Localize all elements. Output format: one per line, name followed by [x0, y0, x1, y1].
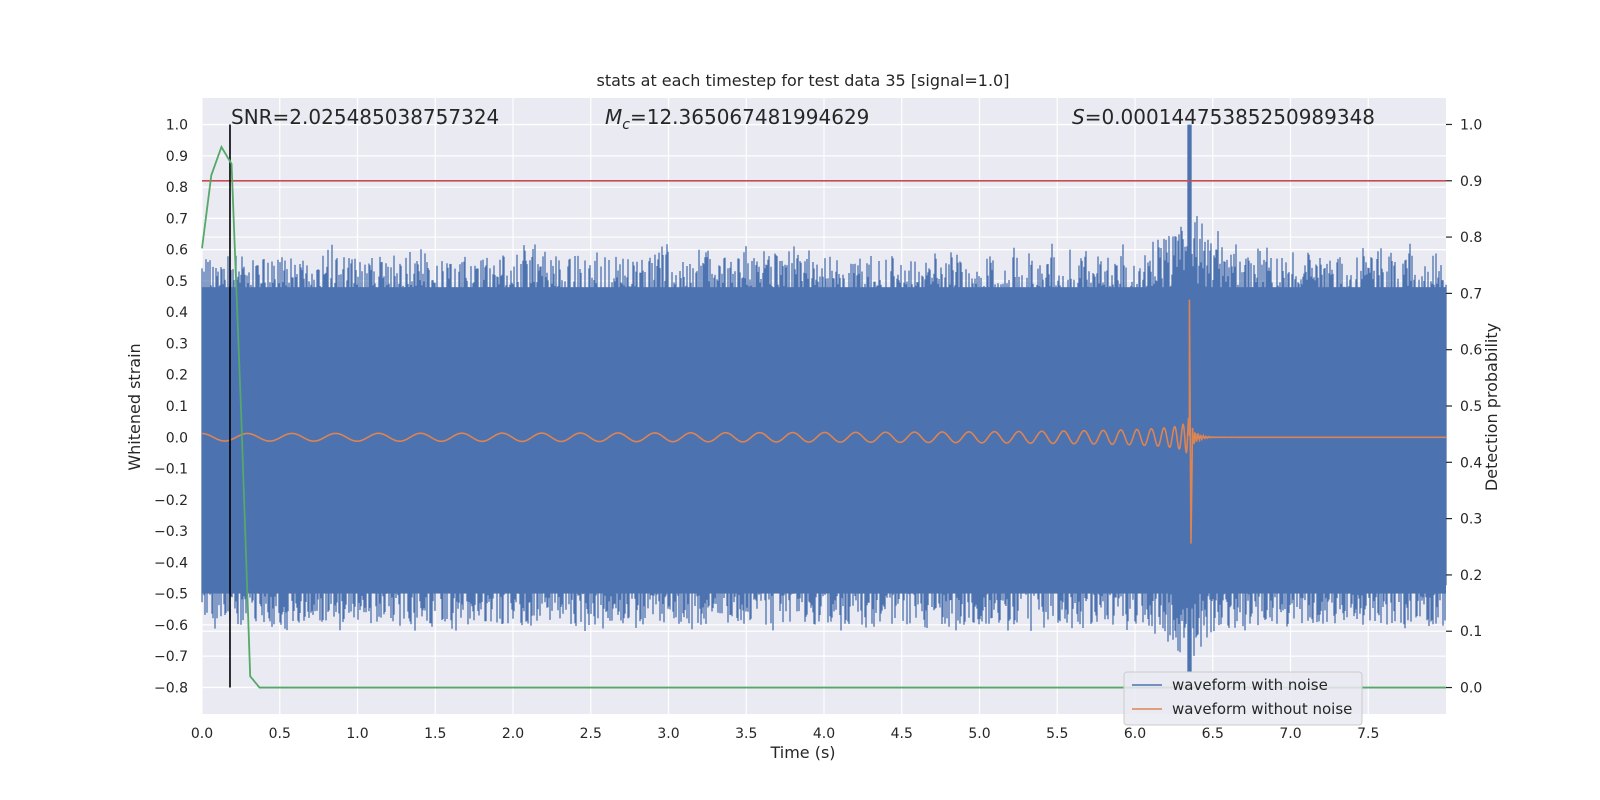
x-tick-label: 0.5 [269, 726, 291, 742]
snr-annotation: SNR=2.025485038757324 [231, 105, 499, 129]
y-left-tick-label: −0.8 [154, 680, 188, 696]
legend-box [1123, 671, 1363, 726]
y-right-axis-ticks: 1.0 0.9 0.8 0.7 0.6 0.5 0.4 0.3 0.2 0.1 0.0 [1446, 117, 1482, 697]
y-left-axis-label: Whitened strain [125, 343, 144, 470]
mc-symbol: M [605, 105, 622, 129]
x-tick-label: 5.0 [968, 726, 990, 742]
y-left-tick-label: −0.3 [154, 524, 188, 540]
y-right-tick-label: 0.5 [1460, 399, 1482, 415]
y-right-tick-label: 0.6 [1460, 343, 1482, 359]
y-left-tick-label: −0.7 [154, 649, 188, 665]
y-right-tick-label: 1.0 [1460, 117, 1482, 133]
x-tick-label: 1.0 [346, 726, 368, 742]
y-right-tick-label: 0.7 [1460, 286, 1482, 302]
s-symbol: S [1072, 105, 1085, 129]
x-axis-ticks: 0.0 0.5 1.0 1.5 2.0 2.5 3.0 3.5 4.0 4.5 5.0 5.5 6.0 6… [191, 726, 1380, 742]
x-tick-label: 7.0 [1279, 726, 1301, 742]
y-left-tick-label: 0.4 [166, 305, 188, 321]
x-tick-label: 4.5 [891, 726, 913, 742]
chart-title: stats at each timestep for test data 35 … [597, 71, 1010, 90]
y-left-tick-label: 0.1 [166, 399, 188, 415]
legend-label-clean: waveform without noise [1172, 700, 1352, 718]
y-left-tick-label: −0.4 [154, 555, 188, 571]
y-right-tick-label: 0.8 [1460, 230, 1482, 246]
y-right-tick-label: 0.1 [1460, 624, 1482, 640]
y-left-tick-label: 0.8 [166, 180, 188, 196]
y-left-tick-label: −0.2 [154, 493, 188, 509]
s-value: =0.00014475385250989348 [1085, 105, 1375, 129]
y-left-tick-label: 0.0 [166, 430, 188, 446]
x-tick-label: 7.5 [1357, 726, 1379, 742]
noise-waveform-core [202, 287, 1446, 594]
y-right-tick-label: 0.4 [1460, 455, 1482, 471]
y-left-tick-label: 0.3 [166, 336, 188, 352]
chirp-mass-annotation: Mc=12.365067481994629 [605, 105, 869, 133]
y-left-tick-label: 0.2 [166, 368, 188, 384]
x-tick-label: 1.5 [424, 726, 446, 742]
y-right-tick-label: 0.3 [1460, 512, 1482, 528]
y-left-tick-label: −0.6 [154, 618, 188, 634]
x-tick-label: 3.0 [657, 726, 679, 742]
x-tick-label: 3.5 [735, 726, 757, 742]
y-right-tick-label: 0.2 [1460, 568, 1482, 584]
series-waveform-without-noise [202, 299, 1446, 544]
y-left-tick-label: 1.0 [166, 118, 188, 134]
y-left-tick-label: 0.7 [166, 211, 188, 227]
s-annotation: S=0.00014475385250989348 [1072, 105, 1375, 129]
probability-line [201, 144, 1446, 689]
x-tick-label: 6.0 [1124, 726, 1146, 742]
x-axis-label: Time (s) [769, 743, 835, 762]
y-left-tick-label: 0.9 [166, 149, 188, 165]
x-tick-label: 2.0 [502, 726, 524, 742]
series-waveform-with-noise [201, 124, 1447, 672]
legend-label-noise: waveform with noise [1172, 676, 1328, 694]
y-left-tick-label: 0.5 [166, 274, 188, 290]
x-tick-label: 4.0 [813, 726, 835, 742]
y-left-tick-label: 0.6 [166, 243, 188, 259]
y-right-tick-label: 0.9 [1460, 174, 1482, 190]
y-left-tick-label: −0.5 [154, 587, 188, 603]
x-tick-label: 0.0 [191, 726, 213, 742]
legend: waveform with noise waveform without noi… [1123, 671, 1363, 726]
y-right-tick-label: 0.0 [1460, 681, 1482, 697]
x-tick-label: 2.5 [580, 726, 602, 742]
mc-subscript: c [622, 117, 630, 133]
y-left-axis-ticks: 1.0 0.9 0.8 0.7 0.6 0.5 0.4 0.3 0.2 0.1 0.0 −0.1 −0.… [154, 118, 188, 697]
x-tick-label: 5.5 [1046, 726, 1068, 742]
clean-waveform-line [202, 299, 1446, 544]
mc-value: =12.365067481994629 [630, 105, 869, 129]
y-right-axis-label: Detection probability [1482, 323, 1501, 491]
y-left-tick-label: −0.1 [154, 462, 188, 478]
x-tick-label: 6.5 [1202, 726, 1224, 742]
series-detection-probability [201, 124, 1446, 689]
